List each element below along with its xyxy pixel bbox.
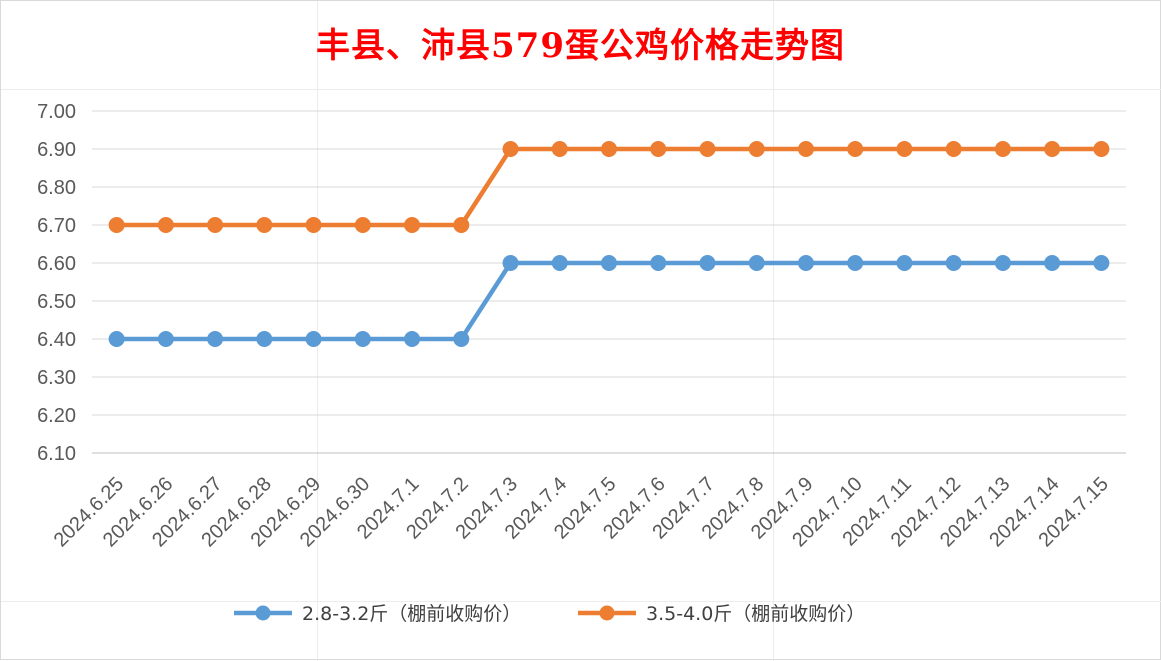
legend: 2.8-3.2斤（棚前收购价） 3.5-4.0斤（棚前收购价） — [234, 603, 865, 625]
data-point — [797, 255, 814, 271]
legend-marker — [599, 605, 615, 621]
data-point — [945, 141, 962, 157]
data-point — [1093, 255, 1110, 271]
data-point — [354, 331, 371, 347]
data-point — [896, 141, 913, 157]
data-point — [896, 255, 913, 271]
data-point — [453, 331, 470, 347]
data-point — [256, 331, 273, 347]
data-point — [1044, 141, 1061, 157]
series-lines — [108, 141, 1110, 347]
data-point — [157, 331, 174, 347]
y-tick-label: 6.60 — [37, 253, 76, 275]
legend-label: 2.8-3.2斤（棚前收购价） — [302, 603, 521, 625]
data-point — [305, 217, 322, 233]
y-tick-label: 6.10 — [37, 443, 76, 465]
sheet-gridline — [1, 601, 1161, 602]
data-point — [601, 255, 617, 271]
data-point — [650, 255, 667, 271]
data-point — [797, 141, 814, 157]
data-point — [354, 217, 371, 233]
sheet-gridline — [317, 1, 318, 661]
data-point — [994, 141, 1011, 157]
y-tick-label: 6.50 — [37, 291, 76, 313]
data-point — [404, 331, 421, 347]
data-point — [453, 217, 470, 233]
data-point — [157, 217, 174, 233]
data-point — [601, 141, 617, 157]
data-point — [551, 141, 568, 157]
y-tick-label: 6.40 — [37, 329, 76, 351]
data-point — [748, 255, 765, 271]
data-point — [551, 255, 568, 271]
sheet-gridline — [1, 89, 1161, 90]
data-point — [847, 255, 864, 271]
data-point — [699, 255, 716, 271]
data-point — [699, 141, 716, 157]
legend-marker — [255, 605, 271, 621]
chart-title: 丰县、沛县579蛋公鸡价格走势图 — [316, 26, 845, 66]
y-axis: 7.00 6.90 6.80 6.70 6.60 6.50 6.40 6.30 6.20 6.10 — [37, 101, 76, 465]
y-tick-label: 6.20 — [37, 405, 76, 427]
data-point — [1044, 255, 1061, 271]
x-axis: 2024.6.252024.6.262024.6.272024.6.282024… — [50, 473, 1113, 551]
data-point — [305, 331, 322, 347]
y-tick-label: 6.30 — [37, 367, 76, 389]
data-point — [994, 255, 1011, 271]
data-point — [207, 331, 224, 347]
y-tick-label: 7.00 — [37, 101, 76, 123]
data-point — [108, 217, 125, 233]
data-point — [256, 217, 273, 233]
legend-label: 3.5-4.0斤（棚前收购价） — [646, 603, 865, 625]
data-point — [945, 255, 962, 271]
data-point — [404, 217, 421, 233]
data-point — [1093, 141, 1110, 157]
data-point — [847, 141, 864, 157]
sheet-gridline — [773, 1, 774, 661]
y-tick-label: 6.80 — [37, 177, 76, 199]
gridlines — [92, 110, 1126, 454]
data-point — [108, 331, 125, 347]
data-point — [207, 217, 224, 233]
y-tick-label: 6.70 — [37, 215, 76, 237]
data-point — [748, 141, 765, 157]
y-tick-label: 6.90 — [37, 139, 76, 161]
data-point — [502, 141, 519, 157]
data-point — [502, 255, 519, 271]
data-point — [650, 141, 667, 157]
